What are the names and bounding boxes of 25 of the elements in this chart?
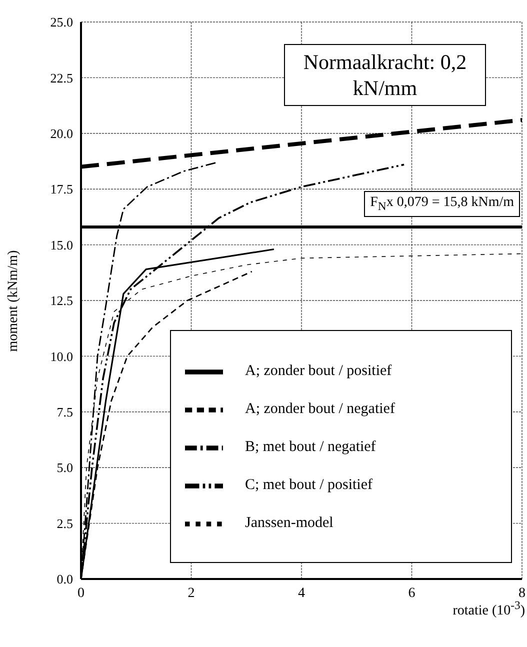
x-tick-label: 8: [518, 586, 526, 601]
y-tick-label: 5.0: [56, 460, 73, 476]
y-tick-label: 10.0: [50, 348, 73, 364]
y-tick-label: 0.0: [56, 572, 73, 587]
annotation: Normaalkracht: 0,2 kN/mm: [284, 44, 486, 106]
y-tick-label: 12.5: [50, 293, 73, 308]
y-tick-label: 25.0: [50, 14, 73, 30]
x-tick-label: 0: [78, 586, 84, 601]
y-tick-label: 2.5: [56, 516, 73, 531]
legend-label: B; met bout / negatief: [245, 439, 376, 456]
legend-label: Janssen-model: [245, 515, 334, 532]
y-tick-label: 20.0: [50, 126, 73, 142]
y-axis-title: moment (kNm/m): [6, 250, 22, 352]
y-tick-label: 15.0: [50, 237, 73, 252]
y-tick-label: 17.5: [50, 182, 73, 197]
legend-label: A; zonder bout / positief: [245, 363, 392, 380]
x-axis-title: rotatie (10$^{-3}$): [452, 599, 525, 620]
x-tick-label: 2: [188, 586, 195, 601]
x-tick-label: 6: [408, 586, 416, 601]
legend-label: C; met bout / positief: [245, 477, 372, 494]
y-tick-label: 22.5: [50, 70, 73, 86]
y-tick-label: 7.5: [56, 404, 73, 420]
ref-line-label: F$_{N}$x 0,079 = 15,8 kNm/m: [364, 190, 520, 217]
x-tick-label: 4: [298, 586, 305, 601]
legend-label: A; zonder bout / negatief: [245, 401, 395, 418]
